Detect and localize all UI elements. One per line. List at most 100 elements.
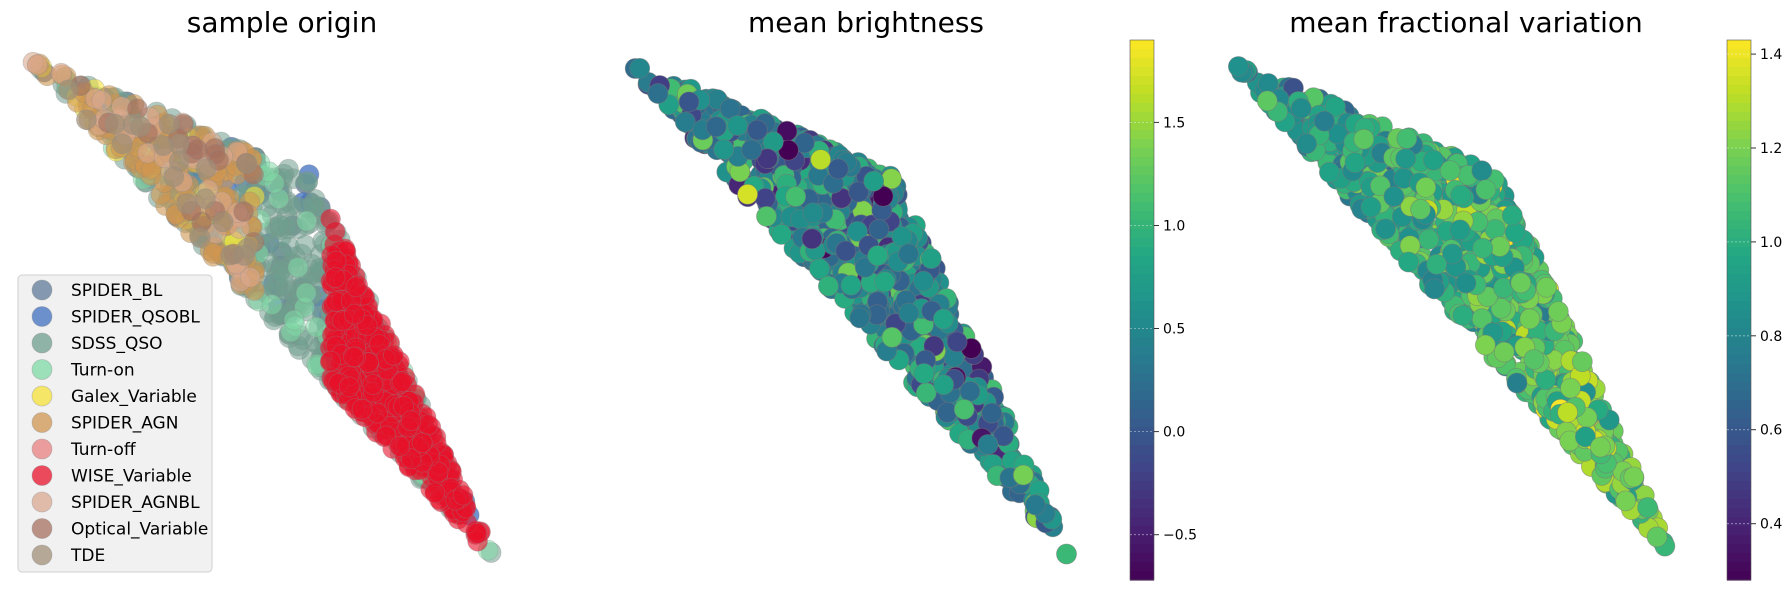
point-wise-variable [383, 344, 404, 366]
colorbar-segment [1130, 238, 1154, 248]
legend-label-sdss-qso: SDSS_QSO [71, 334, 163, 354]
point-tde [158, 113, 180, 135]
legend-label-spider-bl: SPIDER_BL [71, 281, 163, 301]
point [818, 275, 839, 297]
point-sdss-qso [297, 171, 319, 193]
point [1560, 377, 1581, 399]
point [1395, 148, 1417, 170]
point [1396, 128, 1418, 150]
point [1472, 237, 1494, 259]
point-tde [233, 245, 255, 266]
colorbar-tick-label: 1.5 [1163, 115, 1185, 131]
colorbar-segment [1727, 472, 1751, 482]
colorbar-segment [1727, 445, 1751, 455]
colorbar-segment [1727, 355, 1751, 365]
colorbar-segment [1130, 292, 1154, 302]
point [737, 183, 758, 205]
colorbar-segment [1727, 535, 1751, 545]
point [1344, 152, 1366, 174]
point-tde [57, 79, 79, 101]
point [898, 302, 920, 324]
colorbar-segment [1727, 526, 1751, 536]
point-tde [176, 193, 198, 214]
legend-label-optical-variable: Optical_Variable [71, 520, 208, 540]
colorbar-tick-label: 1.4 [1760, 47, 1782, 63]
point-wise-variable [351, 398, 373, 420]
point-tde [104, 113, 126, 135]
colorbar-segment [1727, 454, 1751, 464]
point [727, 115, 748, 136]
colorbar-segment [1727, 103, 1751, 113]
colorbar-segment [1727, 571, 1751, 581]
colorbar-segment [1727, 319, 1751, 329]
colorbar-segment [1727, 310, 1751, 320]
colorbar-segment [1130, 517, 1154, 527]
point-wise-variable [324, 267, 346, 289]
colorbar-segment [1130, 166, 1154, 176]
colorbar-mean-brightness: −0.5 0.0 0.5 1.0 1.5 [1129, 39, 1197, 581]
point [1383, 186, 1405, 207]
colorbar-segment [1130, 184, 1154, 194]
colorbar-segment [1130, 328, 1154, 338]
colorbar-segment [1727, 238, 1751, 248]
colorbar-segment [1727, 121, 1751, 131]
legend-marker-tde [31, 544, 53, 566]
point [840, 274, 862, 296]
point [1501, 204, 1523, 226]
point-wise-variable [466, 523, 488, 544]
colorbar-segment [1727, 40, 1751, 50]
colorbar-segment [1130, 364, 1154, 374]
point [913, 270, 934, 292]
point [754, 187, 776, 209]
colorbar-tick-label: 0.6 [1760, 423, 1782, 439]
legend-marker-turn-on [31, 359, 53, 380]
colorbar-segment [1130, 211, 1154, 221]
point [1415, 176, 1437, 198]
colorbar-segment [1727, 193, 1751, 203]
colorbar-segment [1130, 193, 1154, 203]
point [868, 218, 890, 240]
colorbar-segment [1130, 337, 1154, 347]
colorbar-segment [1727, 346, 1751, 356]
point-wise-variable [411, 432, 433, 454]
colorbar-segment [1727, 112, 1751, 122]
point-wise-variable [344, 303, 365, 325]
colorbar-segment [1727, 184, 1751, 194]
colorbar-segment [1727, 517, 1751, 527]
colorbar-segment [1130, 535, 1154, 545]
colorbar-segment [1130, 58, 1154, 68]
legend-label-spider-agn: SPIDER_AGN [71, 414, 178, 434]
point [933, 308, 954, 330]
point [953, 398, 975, 420]
colorbar-segment [1130, 454, 1154, 464]
legend-marker-spider-agn [31, 412, 53, 433]
point [1536, 276, 1557, 298]
colorbar-segment [1727, 256, 1751, 266]
colorbar-segment [1130, 526, 1154, 536]
legend-marker-sdss-qso [31, 332, 53, 354]
colorbar-segment [1130, 229, 1154, 239]
colorbar-segment [1727, 400, 1751, 410]
colorbar-segment [1727, 364, 1751, 374]
point [1449, 219, 1471, 241]
colorbar-tick-label: 1.2 [1760, 141, 1782, 157]
point [872, 185, 894, 207]
legend-marker-spider-bl [31, 279, 53, 301]
legend-marker-spider-agnbl [31, 491, 53, 513]
colorbar-segment [1130, 319, 1154, 329]
point-sdss-qso [294, 234, 316, 256]
point-wise-variable [362, 374, 384, 395]
legend-label-tde: TDE [70, 546, 105, 566]
colorbar-segment [1727, 139, 1751, 149]
colorbar-segment [1727, 427, 1751, 437]
colorbar-segment [1130, 490, 1154, 500]
point [1504, 221, 1526, 243]
point [1256, 90, 1278, 112]
colorbar-segment [1130, 571, 1154, 581]
point [1547, 301, 1569, 322]
point-wise-variable [391, 371, 413, 393]
colorbar-segment [1130, 400, 1154, 410]
point [1490, 297, 1512, 319]
colorbar-tick-label: −0.5 [1163, 528, 1197, 544]
